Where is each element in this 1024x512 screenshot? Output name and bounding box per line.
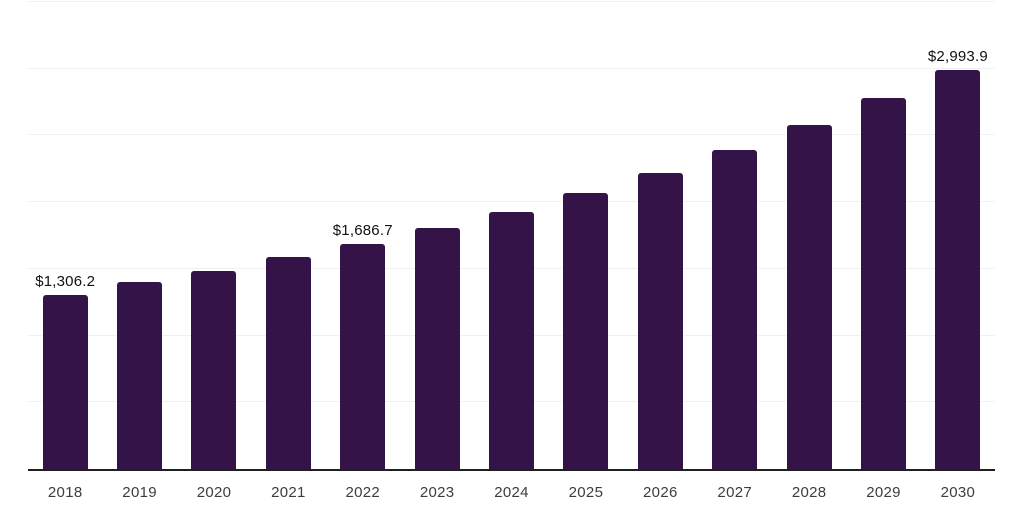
x-tick-label-2021: 2021 — [271, 484, 306, 501]
x-tick-label-2025: 2025 — [568, 484, 604, 501]
x-tick-label-2027: 2027 — [717, 484, 752, 501]
bar-cell-2028 — [772, 2, 846, 469]
bar-2025 — [563, 193, 609, 469]
bar-cell-2022: $1,686.7 — [326, 2, 400, 469]
x-tick-label-2019: 2019 — [122, 484, 157, 501]
bar-cell-2019 — [102, 2, 176, 469]
bar-cell-2023 — [400, 2, 474, 469]
gridline-2000 — [28, 201, 995, 203]
bar-2029 — [860, 98, 906, 469]
bar-cell-2029 — [846, 2, 920, 469]
gridline-3000 — [28, 67, 995, 69]
bar-value-label-2022: $1,686.7 — [332, 221, 393, 239]
bar-cell-2020 — [177, 2, 251, 469]
x-tick-label-2030: 2030 — [940, 484, 976, 501]
bar-cell-2030: $2,993.9 — [921, 2, 995, 469]
x-axis-labels: 2018 2019 2020 2021 2022 2023 2024 2025 2026 2027… — [28, 484, 995, 501]
x-tick-label-2029: 2029 — [866, 484, 901, 501]
bar-cell-2025 — [549, 2, 623, 469]
x-axis-line — [28, 469, 995, 471]
x-tick-label-2022: 2022 — [345, 484, 381, 501]
gridline-2500 — [28, 134, 995, 136]
bar-cell-2018: $1,306.2 — [28, 2, 102, 469]
bar-cell-2027 — [698, 2, 772, 469]
x-tick-label-2018: 2018 — [47, 484, 83, 501]
bar-cell-2021 — [251, 2, 325, 469]
gridline-3500 — [28, 1, 995, 2]
x-tick-label-2024: 2024 — [494, 484, 529, 501]
bar-2020 — [191, 270, 237, 469]
x-tick-label-2020: 2020 — [196, 484, 232, 501]
x-tick-label-2023: 2023 — [419, 484, 455, 501]
bar-cell-2026 — [623, 2, 697, 469]
bar-2026 — [637, 173, 683, 469]
plot-area: $1,306.2 $1,686.7 $2,993.9 — [28, 1, 995, 469]
x-tick-label-2028: 2028 — [791, 484, 827, 501]
x-tick-label-2026: 2026 — [643, 484, 678, 501]
bar-2027 — [712, 150, 758, 469]
bar-2024 — [489, 212, 535, 469]
bar-2022 — [340, 243, 386, 469]
bar-cell-2024 — [474, 2, 548, 469]
bar-2023 — [414, 227, 460, 469]
bar-2030 — [935, 69, 981, 469]
bars-layer: $1,306.2 $1,686.7 $2,993.9 — [28, 2, 995, 469]
bar-value-label-2030: $2,993.9 — [927, 47, 988, 65]
bar-2019 — [117, 282, 163, 469]
bar-2021 — [265, 257, 311, 469]
bar-2018 — [42, 294, 88, 469]
bar-2028 — [786, 125, 832, 469]
bar-value-label-2018: $1,306.2 — [35, 272, 96, 290]
